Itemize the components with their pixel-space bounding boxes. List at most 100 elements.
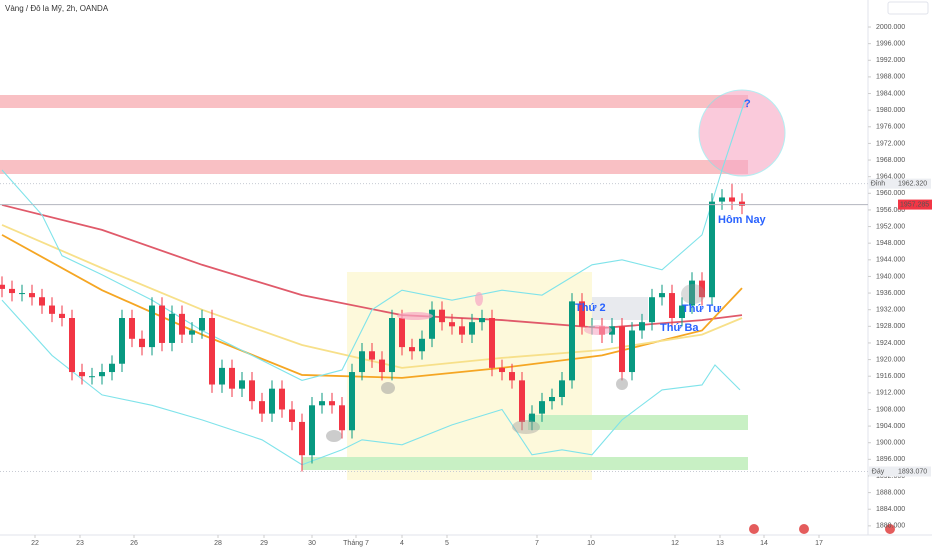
candle-body [729,197,735,202]
annotation: Thứ Tư [682,303,721,315]
y-tick-label: 1980.000 [876,107,905,114]
candle-body [299,421,305,456]
event-flag [749,524,759,534]
candle-body [119,318,125,364]
candle-body [329,401,335,406]
candle-body [129,318,135,339]
candle-body [0,284,5,289]
candle-body [429,309,435,339]
y-tick-label: 1896.000 [876,456,905,463]
candle-body [139,338,145,348]
candle-body [29,293,35,298]
indicator-line [1,234,743,379]
y-tick-label: 1904.000 [876,423,905,430]
candle-body [419,338,425,352]
candle-body [619,326,625,373]
y-tick-label: 1984.000 [876,90,905,97]
candle-body [39,297,45,306]
candle-body [259,401,265,414]
support-zone [528,415,748,430]
y-tick-label: 1908.000 [876,406,905,413]
candle-body [489,318,495,368]
y-tick-label: 2000.000 [876,24,905,31]
y-tick-label: 1956.000 [876,207,905,214]
y-tick-label: 1940.000 [876,273,905,280]
x-tick-label: 17 [815,540,823,547]
price-value: 1957.285 [900,201,929,208]
x-tick-label: 23 [76,540,84,547]
y-tick-label: 1944.000 [876,257,905,264]
support-zone [302,457,748,470]
candle-body [279,388,285,410]
marker [326,430,342,442]
y-tick-label: 1948.000 [876,240,905,247]
x-tick-label: 10 [587,540,595,547]
price-tag [898,199,932,210]
annotation: ? [744,98,751,110]
y-tick-label: 1900.000 [876,440,905,447]
candle-body [579,301,585,327]
x-tick-label: 30 [308,540,316,547]
marker [616,378,628,390]
x-tick-label: 22 [31,540,39,547]
y-tick-label: 1988.000 [876,74,905,81]
y-tick-label: 1912.000 [876,390,905,397]
candle-body [319,401,325,406]
candle-body [549,396,555,402]
annotation: Hôm Nay [718,214,767,226]
y-tick-label: 1952.000 [876,223,905,230]
candle-body [9,288,15,294]
candle-body [509,372,515,381]
level-tag [869,466,931,477]
candle-body [479,318,485,323]
marker [475,292,483,306]
candle-body [709,201,715,298]
x-tick-label: 13 [716,540,724,547]
candle-body [229,367,235,389]
candle-body [399,318,405,348]
candle-body [289,409,295,422]
candle-body [239,380,245,389]
y-tick-label: 1992.000 [876,57,905,64]
candle-body [219,367,225,385]
y-tick-label: 1976.000 [876,124,905,131]
candle-body [739,201,745,206]
week-box [347,272,592,480]
marker [512,420,540,434]
candle-body [669,293,675,319]
candle-body [539,401,545,414]
candle-body [649,297,655,323]
candle-body [609,326,615,335]
candle-body [519,380,525,422]
x-tick-label: 12 [671,540,679,547]
y-tick-label: 1928.000 [876,323,905,330]
button[interactable] [887,1,929,15]
level-label: Đáy [872,468,885,475]
candle-body [719,197,725,202]
candle-body [559,380,565,397]
candle-body [349,372,355,431]
event-flag [885,524,895,534]
candle-body [59,313,65,319]
candle-body [309,405,315,456]
candle-body [639,322,645,331]
candle-body [79,372,85,377]
x-tick-label: 28 [214,540,222,547]
candle-body [149,305,155,348]
x-tick-label: 26 [130,540,138,547]
y-tick-label: 1964.000 [876,174,905,181]
resistance-zone [0,160,748,174]
y-tick-label: 1996.000 [876,40,905,47]
marker [681,284,705,304]
candle-body [199,318,205,331]
x-tick-label: 7 [535,540,539,547]
candle-body [659,293,665,298]
level-label: Đỉnh [871,179,886,187]
marker [584,325,612,335]
candle-body [159,305,165,343]
chart-title: Vàng / Đô la Mỹ, 2h, OANDA [5,4,109,13]
y-tick-label: 1972.000 [876,140,905,147]
indicator-line [1,100,746,381]
level-tag [869,178,931,189]
